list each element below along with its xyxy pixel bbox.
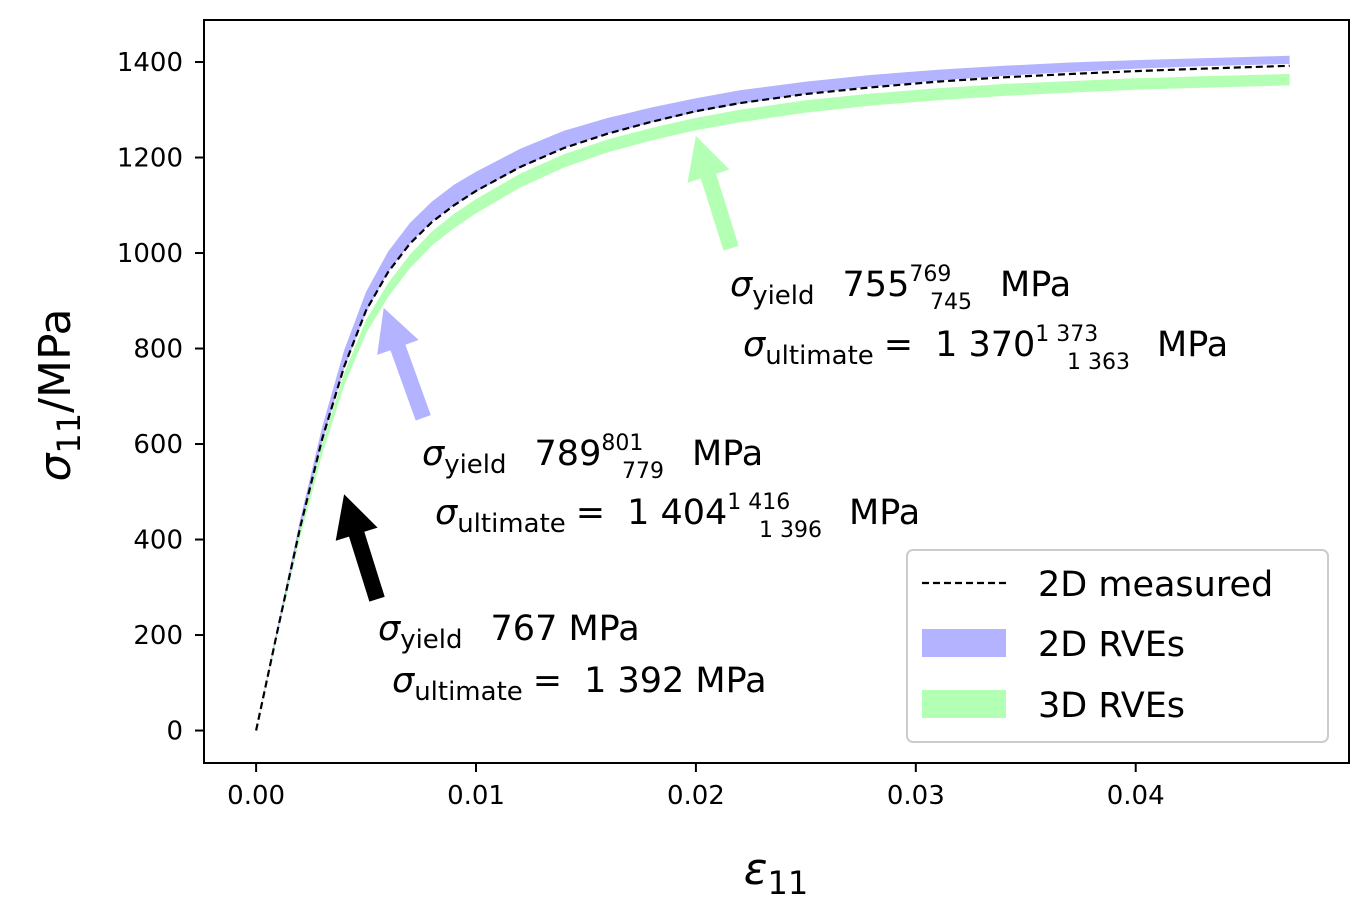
y-axis-title: σ11/MPa [30,309,88,482]
y-tick-label: 1400 [117,48,183,78]
annotation-3d-ultimate: σultimate = 1 3701 373 1 363 MPa [743,322,1228,375]
x-tick-label: 0.03 [887,781,945,811]
yield-subscript: yield [752,281,814,311]
y-axis-subscript: 11 [50,413,88,454]
yield-lower: 745 [930,290,972,315]
y-tick-label: 1200 [117,144,183,174]
sigma-symbol: σ [30,452,81,481]
equals-sign: = [533,661,562,701]
arrow-rve2d [377,307,431,421]
ultimate-upper: 1 373 [1035,322,1098,347]
annotation-arrows [335,136,739,602]
annotation-3d-yield: σyield 755769 745 MPa [730,262,1071,315]
yield-main: 789 [535,434,602,474]
epsilon-symbol: ε [744,844,768,895]
x-tick-label: 0.00 [227,781,285,811]
sigma-symbol: σ [743,325,767,365]
x-axis-subscript: 11 [768,864,809,902]
y-axis-ticks: 0 200 400 600 800 1000 1200 1400 [117,48,204,747]
yield-lower: 779 [622,459,664,484]
y-tick-label: 400 [133,526,183,556]
sigma-symbol: σ [422,434,446,474]
y-tick-label: 600 [133,430,183,460]
x-tick-label: 0.04 [1107,781,1165,811]
annotation-2d-rves: σyield 789801 779 MPa σultimate = 1 4041 416 1… [422,431,920,543]
yield-subscript: yield [444,450,506,480]
y-axis-unit: /MPa [30,309,81,413]
yield-unit: MPa [1000,265,1071,305]
x-tick-label: 0.01 [447,781,505,811]
ultimate-subscript: ultimate [765,341,874,371]
ultimate-subscript: ultimate [414,677,523,707]
yield-unit: MPa [692,434,763,474]
annotation-3d-rves: σyield 755769 745 MPa σultimate = 1 3701 373 1… [730,262,1228,375]
sigma-symbol: σ [730,265,754,305]
legend-label-2d-rves: 2D RVEs [1038,625,1185,665]
ultimate-value: 1 392 MPa [584,661,767,701]
annotation-measured-yield: σyield 767 MPa [378,609,640,655]
sigma-symbol: σ [392,661,416,701]
yield-value: 767 MPa [491,609,640,649]
annotation-2d-yield: σyield 789801 779 MPa [422,431,763,484]
ultimate-main: 1 404 [627,493,727,533]
annotation-2d-ultimate: σultimate = 1 4041 416 1 396 MPa [435,490,920,543]
x-tick-label: 0.02 [667,781,725,811]
ultimate-unit: MPa [1157,325,1228,365]
equals-sign: = [884,325,913,365]
equals-sign: = [576,493,605,533]
arrow-measured [335,494,385,602]
sigma-symbol: σ [378,609,402,649]
y-tick-label: 800 [133,335,183,365]
legend-frame [906,549,1329,743]
x-axis-title: ε11 [744,844,809,902]
ultimate-unit: MPa [849,493,920,533]
y-tick-label: 1000 [117,239,183,269]
line-2d-measured [255,64,1290,731]
y-tick-label: 200 [133,621,183,651]
x-axis-ticks: 0.00 0.01 0.02 0.03 0.04 [227,763,1165,811]
legend-label-3d-rves: 3D RVEs [1038,686,1185,726]
yield-upper: 801 [601,431,643,456]
ultimate-lower: 1 396 [759,518,822,543]
ultimate-main: 1 370 [935,325,1035,365]
annotation-measured: σyield 767 MPa σultimate = 1 392 MPa [378,609,767,707]
sigma-symbol: σ [435,493,459,533]
ultimate-subscript: ultimate [457,509,566,539]
yield-subscript: yield [400,625,462,655]
legend: 2D measured 2D RVEs 3D RVEs [906,549,1329,743]
ultimate-lower: 1 363 [1067,350,1130,375]
yield-main: 755 [843,265,910,305]
arrow-rve3d [687,136,739,251]
annotation-measured-ultimate: σultimate = 1 392 MPa [392,661,767,707]
y-tick-label: 0 [166,717,183,747]
legend-label-2d-measured: 2D measured [1038,565,1273,605]
ultimate-upper: 1 416 [727,490,790,515]
plot-frame [203,19,1350,764]
yield-upper: 769 [909,262,951,287]
